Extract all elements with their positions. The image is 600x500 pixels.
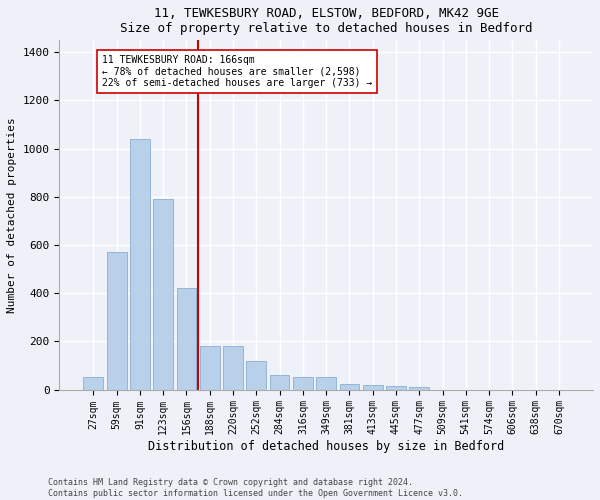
- Text: Contains HM Land Registry data © Crown copyright and database right 2024.
Contai: Contains HM Land Registry data © Crown c…: [48, 478, 463, 498]
- Bar: [223, 346, 243, 390]
- Bar: [200, 346, 220, 390]
- Bar: [293, 378, 313, 390]
- Bar: [340, 384, 359, 390]
- Bar: [316, 378, 336, 390]
- Bar: [247, 360, 266, 390]
- Bar: [363, 384, 383, 390]
- Title: 11, TEWKESBURY ROAD, ELSTOW, BEDFORD, MK42 9GE
Size of property relative to deta: 11, TEWKESBURY ROAD, ELSTOW, BEDFORD, MK…: [120, 7, 532, 35]
- Bar: [409, 386, 429, 390]
- Bar: [83, 378, 103, 390]
- Text: 11 TEWKESBURY ROAD: 166sqm
← 78% of detached houses are smaller (2,598)
22% of s: 11 TEWKESBURY ROAD: 166sqm ← 78% of deta…: [101, 54, 372, 88]
- Bar: [154, 199, 173, 390]
- Bar: [176, 288, 196, 390]
- Bar: [107, 252, 127, 390]
- Bar: [269, 375, 289, 390]
- Bar: [386, 386, 406, 390]
- X-axis label: Distribution of detached houses by size in Bedford: Distribution of detached houses by size …: [148, 440, 504, 453]
- Bar: [130, 139, 150, 390]
- Y-axis label: Number of detached properties: Number of detached properties: [7, 117, 17, 313]
